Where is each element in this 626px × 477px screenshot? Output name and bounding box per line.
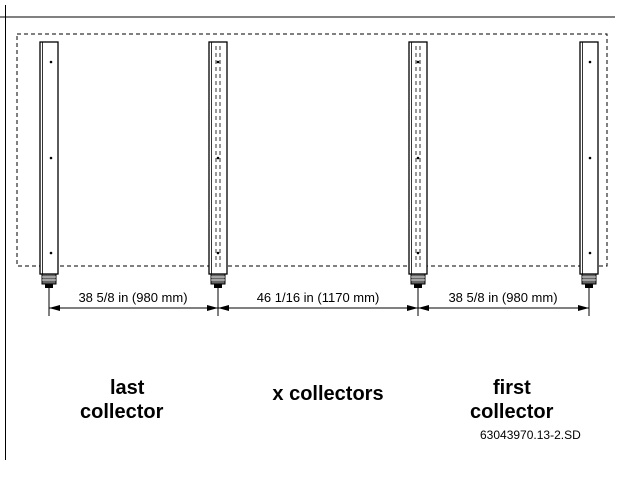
dimension-line-middle (218, 305, 418, 311)
collector-first (579, 41, 599, 288)
dimension-right-label: 38 5/8 in (980 mm) (448, 290, 557, 305)
first-collector-label-line2: collector (470, 401, 554, 423)
collector-field-outline (16, 33, 608, 267)
x-collectors-label-text: x collectors (272, 383, 384, 405)
dimension-middle-label: 46 1/16 in (1170 mm) (257, 290, 380, 305)
collector-last (39, 41, 59, 288)
figure-code: 63043970.13-2.SD (480, 428, 581, 442)
dimension-line-right (418, 305, 589, 311)
first-collector-label: first collector (470, 376, 580, 424)
x-collectors-label: x collectors (253, 382, 403, 406)
last-collector-label: last collector (80, 376, 190, 424)
first-collector-label-line1: first (493, 377, 531, 399)
collector-second (208, 41, 228, 288)
last-collector-label-line2: collector (80, 401, 164, 423)
dimension-line-left (49, 305, 218, 311)
collector-third (408, 41, 428, 288)
dimension-left-label: 38 5/8 in (980 mm) (78, 290, 187, 305)
last-collector-label-line1: last (110, 377, 145, 399)
